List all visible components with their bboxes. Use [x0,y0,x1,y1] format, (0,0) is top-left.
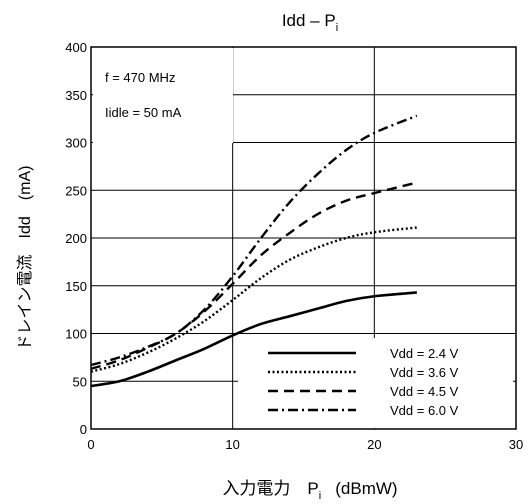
y-tick-label: 200 [65,231,87,246]
y-tick-label: 400 [65,40,87,55]
series-line-2 [90,226,417,373]
annotation-idle-current: Iidle = 50 mA [105,105,182,120]
x-tick-label: 10 [225,437,239,452]
x-axis-label: 入力電力 Pi (dBmW) [222,479,397,502]
x-tick-label: 20 [367,437,381,452]
legend: Vdd = 2.4 V Vdd = 3.6 V Vdd = 4.5 V Vdd = 6… [268,346,459,418]
y-axis-label: ドレイン電流 Idd (mA) [16,166,34,351]
y-tick-labels: 0 50 100 150 200 250 300 350 400 [65,40,87,437]
y-tick-label: 150 [65,279,87,294]
series-line-3 [90,181,418,370]
y-tick-label: 250 [65,183,87,198]
series-line-1 [90,291,417,388]
legend-label: Vdd = 6.0 V [390,403,459,418]
y-tick-label: 0 [80,422,87,437]
series-lines [90,114,418,388]
series-line-4 [90,114,418,367]
legend-label: Vdd = 2.4 V [390,346,459,361]
y-tick-label: 50 [73,374,87,389]
annotation-frequency: f = 470 MHz [105,70,175,85]
x-tick-labels: 0 10 20 30 [87,437,523,452]
x-tick-label: 30 [509,437,523,452]
annotation-box [93,48,233,143]
y-tick-label: 100 [65,327,87,342]
plot-frame [90,46,517,430]
legend-label: Vdd = 4.5 V [390,384,459,399]
legend-box [238,338,513,428]
y-tick-label: 350 [65,88,87,103]
chart-title: Idd – Pi [282,11,338,34]
legend-label: Vdd = 3.6 V [390,365,459,380]
y-tick-label: 300 [65,136,87,151]
x-tick-label: 0 [87,437,94,452]
